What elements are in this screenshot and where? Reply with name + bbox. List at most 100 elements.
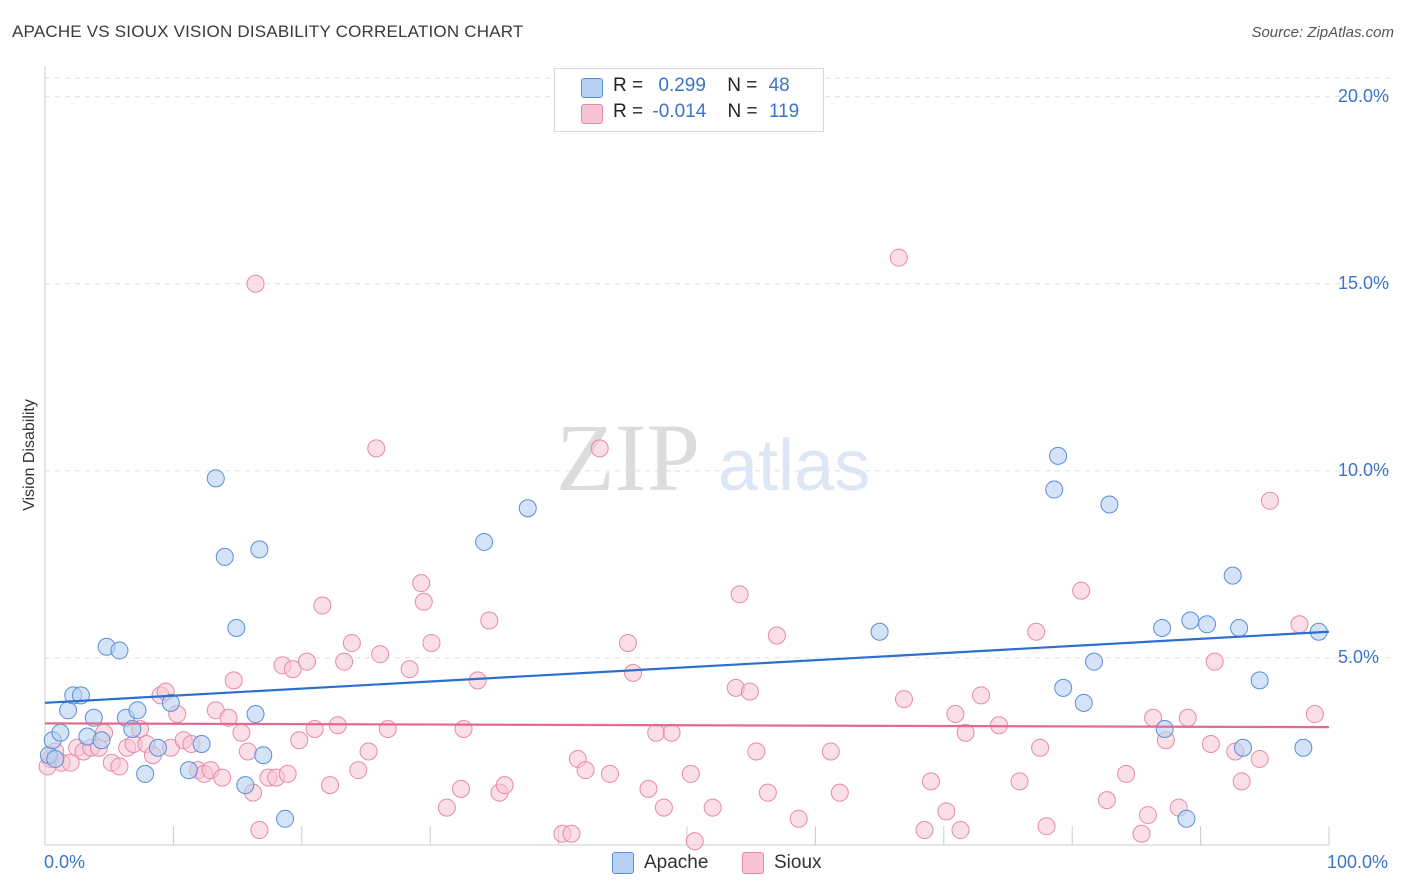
apache-point bbox=[128, 701, 147, 720]
apache-point bbox=[1181, 611, 1200, 630]
y-tick-label-5: 5.0% bbox=[1338, 646, 1380, 667]
sioux-point bbox=[972, 686, 991, 705]
apache-point bbox=[1155, 720, 1174, 739]
sioux-point bbox=[219, 708, 238, 727]
apache-r-value: 0.299 bbox=[658, 75, 706, 96]
apache-point bbox=[110, 641, 129, 660]
sioux-point bbox=[562, 824, 581, 843]
sioux-point bbox=[624, 663, 643, 682]
sioux-point bbox=[1250, 749, 1269, 768]
sioux-point bbox=[1305, 705, 1324, 724]
legend-label-sioux: Sioux bbox=[774, 852, 822, 873]
grid-lines bbox=[45, 77, 1392, 659]
sioux-point bbox=[224, 671, 243, 690]
sioux-r-value: -0.014 bbox=[652, 101, 707, 122]
sioux-point bbox=[110, 757, 129, 776]
sioux-point bbox=[747, 742, 766, 761]
apache-point bbox=[870, 622, 889, 641]
sioux-point bbox=[1201, 734, 1220, 753]
y-tick-label-20: 20.0% bbox=[1338, 85, 1390, 106]
sioux-point bbox=[367, 439, 386, 458]
apache-point bbox=[84, 708, 103, 727]
sioux-point bbox=[654, 798, 673, 817]
legend-label-apache: Apache bbox=[644, 852, 709, 873]
sioux-point bbox=[238, 742, 257, 761]
sioux-point bbox=[889, 248, 908, 267]
sioux-point bbox=[359, 742, 378, 761]
sioux-point bbox=[894, 690, 913, 709]
x-tick-label-max: 100.0% bbox=[1327, 852, 1389, 872]
apache-point bbox=[51, 723, 70, 742]
apache-trend-line bbox=[44, 630, 1330, 704]
sioux-point bbox=[250, 821, 269, 840]
sioux-point bbox=[480, 611, 499, 630]
sioux-point bbox=[412, 574, 431, 593]
sioux-point bbox=[1260, 491, 1279, 510]
sioux-point bbox=[740, 682, 759, 701]
sioux-point bbox=[400, 660, 419, 679]
sioux-point bbox=[1037, 817, 1056, 836]
apache-point bbox=[1233, 738, 1252, 757]
apache-point bbox=[254, 746, 273, 765]
x-tick-label-min: 0.0% bbox=[44, 852, 86, 872]
y-tick-label-10: 10.0% bbox=[1338, 459, 1390, 480]
sioux-point bbox=[378, 720, 397, 739]
sioux-n-value: 119 bbox=[768, 101, 800, 122]
apache-r-label: R = bbox=[613, 75, 644, 96]
legend-swatch-apache bbox=[612, 852, 634, 874]
apache-point bbox=[475, 532, 494, 551]
apache-point bbox=[136, 764, 155, 783]
sioux-point bbox=[662, 723, 681, 742]
sioux-point bbox=[703, 798, 722, 817]
sioux-point bbox=[437, 798, 456, 817]
sioux-points bbox=[38, 248, 1324, 851]
sioux-point bbox=[956, 723, 975, 742]
sioux-point bbox=[232, 723, 251, 742]
sioux-point bbox=[1097, 791, 1116, 810]
sioux-point bbox=[590, 439, 609, 458]
sioux-point bbox=[915, 821, 934, 840]
sioux-point bbox=[830, 783, 849, 802]
sioux-point bbox=[758, 783, 777, 802]
sioux-point bbox=[821, 742, 840, 761]
sioux-point bbox=[321, 776, 340, 795]
legend-swatch-sioux bbox=[742, 852, 764, 874]
sioux-trend-line bbox=[44, 722, 1330, 729]
sioux-point bbox=[946, 705, 965, 724]
sioux-swatch bbox=[581, 104, 603, 124]
sioux-point bbox=[1117, 764, 1136, 783]
apache-point bbox=[1223, 566, 1242, 585]
sioux-point bbox=[1031, 738, 1050, 757]
watermark: ZIP atlas bbox=[556, 404, 870, 511]
apache-point bbox=[236, 776, 255, 795]
sioux-point bbox=[1010, 772, 1029, 791]
apache-point bbox=[59, 701, 78, 720]
apache-point bbox=[1054, 678, 1073, 697]
apache-point bbox=[246, 705, 265, 724]
sioux-point bbox=[283, 660, 302, 679]
apache-point bbox=[1294, 738, 1313, 757]
sioux-point bbox=[305, 720, 324, 739]
trend-lines bbox=[44, 630, 1330, 729]
sioux-point bbox=[789, 809, 808, 828]
sioux-point bbox=[414, 592, 433, 611]
sioux-point bbox=[730, 585, 749, 604]
apache-point bbox=[161, 693, 180, 712]
sioux-point bbox=[290, 731, 309, 750]
sioux-point bbox=[1178, 708, 1197, 727]
sioux-point bbox=[297, 652, 316, 671]
watermark-zip: ZIP bbox=[556, 404, 700, 511]
apache-point bbox=[1074, 693, 1093, 712]
sioux-point bbox=[951, 821, 970, 840]
sioux-point bbox=[278, 764, 297, 783]
sioux-point bbox=[1138, 806, 1157, 825]
sioux-n-label: N = bbox=[727, 101, 758, 122]
chart-title: APACHE VS SIOUX VISION DISABILITY CORREL… bbox=[12, 22, 524, 41]
sioux-point bbox=[681, 764, 700, 783]
y-axis-label: Vision Disability bbox=[21, 399, 38, 511]
sioux-point bbox=[1072, 581, 1091, 600]
apache-point bbox=[276, 809, 295, 828]
sioux-point bbox=[422, 633, 441, 652]
sioux-point bbox=[342, 633, 361, 652]
apache-point bbox=[1085, 652, 1104, 671]
